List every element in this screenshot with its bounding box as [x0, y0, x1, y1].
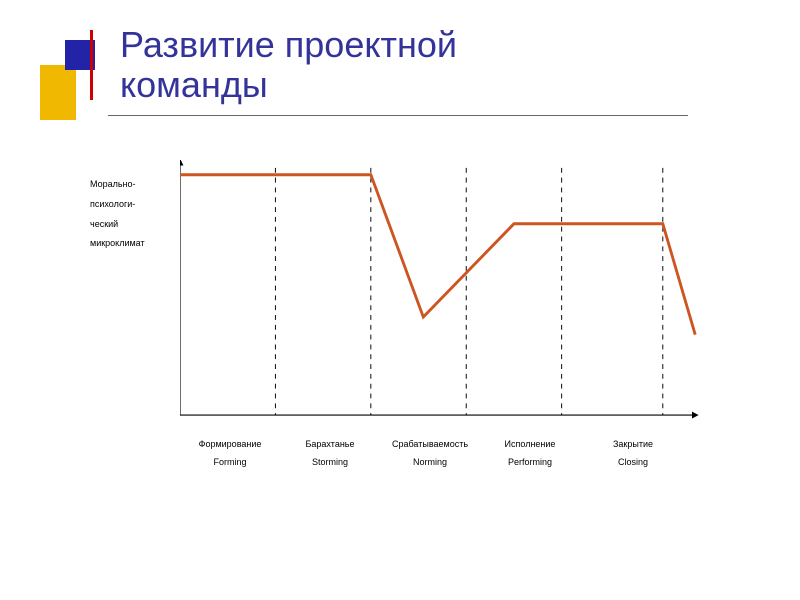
x-label-en: Performing	[480, 453, 580, 471]
x-axis-category: ФормированиеForming	[180, 435, 280, 471]
y-label-line: ческий	[90, 215, 165, 235]
chart-area: Морально- психологи- ческий микроклимат …	[90, 160, 730, 520]
x-axis-labels: ФормированиеFormingБарахтаньеStormingСра…	[180, 435, 720, 471]
y-label-line: психологи-	[90, 195, 165, 215]
x-label-ru: Срабатываемость	[380, 435, 480, 453]
x-label-ru: Барахтанье	[280, 435, 380, 453]
x-label-ru: Закрытие	[580, 435, 686, 453]
x-label-en: Storming	[280, 453, 380, 471]
deco-yellow-rect	[40, 65, 76, 120]
x-axis-category: СрабатываемостьNorming	[380, 435, 480, 471]
x-label-en: Forming	[180, 453, 280, 471]
x-label-ru: Исполнение	[480, 435, 580, 453]
chart-plot	[180, 160, 700, 420]
title-underline	[108, 115, 688, 116]
deco-red-line	[90, 30, 93, 100]
slide-decoration	[40, 30, 110, 120]
x-label-en: Norming	[380, 453, 480, 471]
slide-title: Развитие проектной команды	[120, 25, 457, 104]
y-label-line: Морально-	[90, 175, 165, 195]
x-axis-category: ЗакрытиеClosing	[580, 435, 686, 471]
title-line-2: команды	[120, 64, 268, 105]
x-axis-category: БарахтаньеStorming	[280, 435, 380, 471]
y-axis-label: Морально- психологи- ческий микроклимат	[90, 175, 165, 254]
x-axis-category: ИсполнениеPerforming	[480, 435, 580, 471]
y-label-line: микроклимат	[90, 234, 165, 254]
x-label-en: Closing	[580, 453, 686, 471]
title-line-1: Развитие проектной	[120, 24, 457, 65]
x-label-ru: Формирование	[180, 435, 280, 453]
